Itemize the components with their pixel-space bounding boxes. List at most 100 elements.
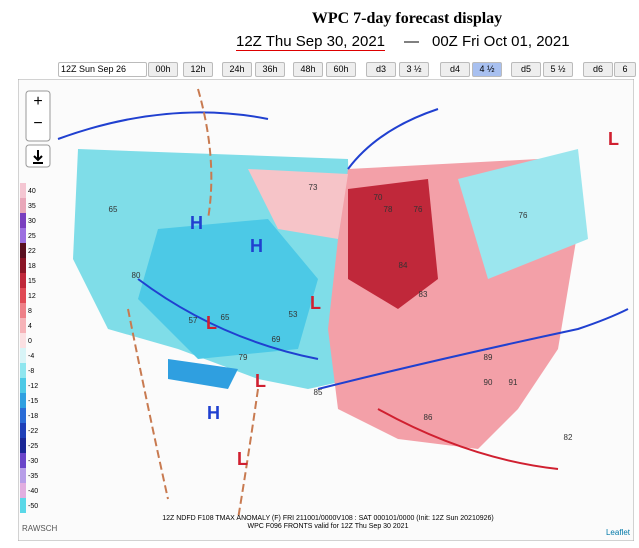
pressure-center: L	[255, 371, 266, 391]
time-button[interactable]: d6	[583, 62, 613, 77]
pressure-center: H	[250, 236, 263, 256]
cool-anomaly	[458, 149, 588, 279]
temperature-label: 76	[519, 211, 528, 220]
legend-swatch	[20, 438, 26, 453]
valid-start: 12Z Thu Sep 30, 2021	[236, 33, 386, 51]
time-button[interactable]: 00h	[148, 62, 178, 77]
caption: WPC F096 FRONTS valid for 12Z Thu Sep 30…	[248, 523, 409, 530]
legend-label: 40	[28, 188, 36, 195]
legend-swatch	[20, 423, 26, 438]
map: +−4035302522181512840-4-8-12-15-18-22-25…	[18, 79, 634, 541]
legend-swatch	[20, 273, 26, 288]
legend-swatch	[20, 483, 26, 498]
legend-label: 35	[28, 203, 36, 210]
zoom-button[interactable]: +	[33, 93, 42, 110]
cold-front	[317, 308, 629, 390]
download-icon	[33, 150, 43, 164]
temperature-label: 70	[374, 193, 383, 202]
legend-swatch	[20, 363, 26, 378]
legend-swatch	[20, 468, 26, 483]
time-button[interactable]: 4 ½	[472, 62, 502, 77]
cool-anomaly	[138, 219, 318, 359]
legend-swatch	[20, 333, 26, 348]
legend-label: 25	[28, 233, 36, 240]
legend-label: -50	[28, 503, 38, 510]
temperature-label: 65	[109, 205, 118, 214]
legend-swatch	[20, 378, 26, 393]
cold-front	[57, 111, 269, 140]
time-button[interactable]: d4	[440, 62, 470, 77]
temperature-label: 91	[509, 378, 518, 387]
legend-swatch	[20, 318, 26, 333]
pressure-center: H	[207, 403, 220, 423]
temperature-label: 90	[484, 378, 493, 387]
warm-anomaly	[348, 179, 438, 309]
temperature-label: 69	[272, 335, 281, 344]
legend-swatch	[20, 183, 26, 198]
pressure-center: L	[237, 449, 248, 469]
pressure-center: L	[206, 313, 217, 333]
cold-front	[137, 278, 319, 360]
warm-front	[377, 408, 559, 470]
time-button[interactable]: 24h	[222, 62, 252, 77]
time-button[interactable]: 12h	[183, 62, 213, 77]
legend-label: -12	[28, 383, 38, 390]
temperature-label: 82	[564, 433, 573, 442]
init-select[interactable]: 12Z Sun Sep 26	[58, 62, 147, 77]
temperature-label: 73	[309, 183, 318, 192]
legend-label: -35	[28, 473, 38, 480]
legend-swatch	[20, 288, 26, 303]
temperature-label: 79	[239, 353, 248, 362]
legend-label: 18	[28, 263, 36, 270]
time-button[interactable]: 5 ½	[543, 62, 573, 77]
legend-label: 22	[28, 248, 36, 255]
valid-end: 00Z Fri Oct 01, 2021	[432, 33, 570, 50]
time-button[interactable]: 6	[614, 62, 636, 77]
legend-label: -8	[28, 368, 34, 375]
legend-swatch	[20, 243, 26, 258]
temperature-label: 86	[424, 413, 433, 422]
logo: RAWSCH	[22, 524, 57, 533]
warm-anomaly	[248, 169, 348, 239]
legend-label: 4	[28, 323, 32, 330]
legend-swatch	[20, 198, 26, 213]
legend-swatch	[20, 408, 26, 423]
legend-swatch	[20, 393, 26, 408]
attribution[interactable]: Leaflet	[606, 528, 631, 537]
time-button[interactable]: 36h	[255, 62, 285, 77]
legend-swatch	[20, 213, 26, 228]
legend-label: -18	[28, 413, 38, 420]
caption: 12Z NDFD F108 TMAX ANOMALY (F) FRI 21100…	[162, 515, 494, 522]
legend-label: 30	[28, 218, 36, 225]
temperature-label: 85	[314, 388, 323, 397]
temperature-label: 80	[132, 271, 141, 280]
time-button[interactable]: 48h	[293, 62, 323, 77]
zoom-button[interactable]: −	[33, 115, 42, 132]
legend-swatch	[20, 303, 26, 318]
legend-label: -30	[28, 458, 38, 465]
trough	[127, 88, 259, 520]
legend-label: -22	[28, 428, 38, 435]
temperature-label: 84	[399, 261, 408, 270]
cold-front	[347, 108, 439, 170]
temperature-label: 78	[384, 205, 393, 214]
legend-label: -40	[28, 488, 38, 495]
legend-swatch	[20, 348, 26, 363]
legend-swatch	[20, 453, 26, 468]
legend-label: 0	[28, 338, 32, 345]
zoom-control	[25, 90, 51, 142]
cool-anomaly	[168, 359, 238, 389]
legend-label: 12	[28, 293, 36, 300]
temperature-label: 83	[419, 290, 428, 299]
temperature-label: 76	[414, 205, 423, 214]
time-button[interactable]: 3 ½	[399, 62, 429, 77]
legend-label: -25	[28, 443, 38, 450]
time-button[interactable]: d5	[511, 62, 541, 77]
separator: —	[404, 33, 419, 50]
time-button[interactable]: d3	[366, 62, 396, 77]
temperature-label: 89	[484, 353, 493, 362]
time-button[interactable]: 60h	[326, 62, 356, 77]
title: WPC 7-day forecast display	[311, 10, 503, 27]
legend-swatch	[20, 228, 26, 243]
